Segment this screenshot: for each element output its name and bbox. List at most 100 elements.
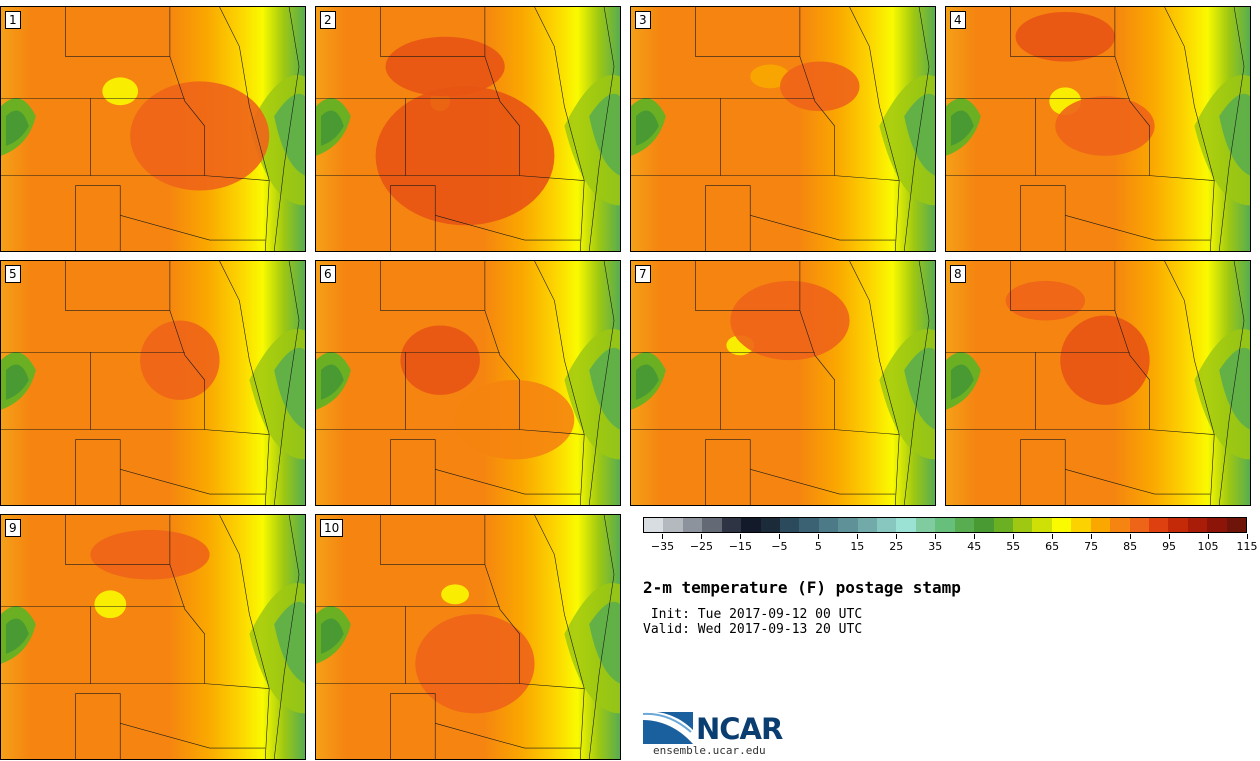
- colorbar-tick: [701, 534, 703, 539]
- chart-title: 2-m temperature (F) postage stamp: [643, 578, 961, 597]
- colorbar-tick-label: 115: [1236, 540, 1258, 553]
- temperature-map: [946, 7, 1250, 251]
- colorbar-tick-label: 35: [928, 540, 943, 553]
- temperature-map: [1, 261, 305, 505]
- colorbar-tick: [896, 534, 898, 539]
- colorbar-tick: [779, 534, 781, 539]
- colorbar-tick-label: 85: [1123, 540, 1138, 553]
- init-time: Init: Tue 2017-09-12 00 UTC: [643, 607, 863, 622]
- member-panel: 8: [945, 260, 1251, 506]
- colorbar-tick: [974, 534, 976, 539]
- colorbar-swatch: [644, 518, 664, 532]
- member-panel: 3: [630, 6, 936, 252]
- colorbar-swatch: [838, 518, 858, 532]
- member-label: 1: [5, 11, 21, 29]
- colorbar-swatch: [974, 518, 994, 532]
- colorbar-tick-label: 105: [1197, 540, 1219, 553]
- colorbar-swatch: [1148, 518, 1169, 532]
- colorbar-swatch: [818, 518, 839, 532]
- colorbar-swatch: [721, 518, 742, 532]
- colorbar-tick-label: 55: [1006, 540, 1021, 553]
- member-panel: 10: [315, 514, 621, 760]
- colorbar-swatch: [896, 518, 916, 532]
- temperature-map: [1, 7, 305, 251]
- ncar-logo: [643, 711, 693, 744]
- colorbar-tick: [1208, 534, 1210, 539]
- colorbar-swatch: [1129, 518, 1149, 532]
- temperature-map: [316, 261, 620, 505]
- colorbar-tick-label: −5: [771, 540, 788, 553]
- colorbar-swatch: [877, 518, 897, 532]
- colorbar-tick-label: 95: [1162, 540, 1177, 553]
- member-panel: 5: [0, 260, 306, 506]
- colorbar-tick-label: 15: [850, 540, 865, 553]
- colorbar-swatch: [1187, 518, 1208, 532]
- colorbar-swatch: [954, 518, 975, 532]
- member-label: 6: [320, 265, 336, 283]
- colorbar-swatch: [663, 518, 683, 532]
- colorbar-swatch: [1207, 518, 1227, 532]
- colorbar-tick: [740, 534, 742, 539]
- colorbar-swatch: [682, 518, 703, 532]
- colorbar-swatch: [1032, 518, 1052, 532]
- colorbar-tick: [662, 534, 664, 539]
- colorbar-swatch: [915, 518, 936, 532]
- temperature-map: [946, 261, 1250, 505]
- member-panel: 2: [315, 6, 621, 252]
- colorbar-swatch: [1071, 518, 1091, 532]
- colorbar-swatch: [779, 518, 800, 532]
- member-panel: 4: [945, 6, 1251, 252]
- site-url: ensemble.ucar.edu: [653, 744, 766, 757]
- colorbar-tick: [935, 534, 937, 539]
- member-label: 4: [950, 11, 966, 29]
- colorbar-tick: [1247, 534, 1248, 539]
- member-panel: 1: [0, 6, 306, 252]
- member-label: 9: [5, 519, 21, 537]
- colorbar-swatch: [799, 518, 819, 532]
- colorbar-tick-label: 5: [814, 540, 822, 553]
- colorbar-tick: [1013, 534, 1015, 539]
- colorbar-swatch: [1226, 518, 1247, 532]
- colorbar-swatch: [1168, 518, 1188, 532]
- colorbar-tick: [1091, 534, 1093, 539]
- colorbar-tick-label: 75: [1084, 540, 1099, 553]
- member-panel: 7: [630, 260, 936, 506]
- colorbar-swatch: [760, 518, 780, 532]
- colorbar-tick: [818, 534, 820, 539]
- colorbar-tick-label: 25: [889, 540, 904, 553]
- member-label: 10: [320, 519, 344, 537]
- temperature-map: [316, 515, 620, 759]
- colorbar-swatch: [1013, 518, 1033, 532]
- member-label: 8: [950, 265, 966, 283]
- colorbar-tick-label: −25: [689, 540, 714, 553]
- member-label: 3: [635, 11, 651, 29]
- colorbar-tick: [1130, 534, 1132, 539]
- colorbar-swatch: [741, 518, 761, 532]
- temperature-map: [316, 7, 620, 251]
- colorbar-ticks: −35 −25 −15 −5 5 15 25 35 45 55 65 75 85 95 105 115: [643, 534, 1258, 558]
- colorbar-swatch: [1090, 518, 1111, 532]
- member-label: 2: [320, 11, 336, 29]
- colorbar-swatch: [993, 518, 1014, 532]
- colorbar-tick-label: −15: [728, 540, 753, 553]
- colorbar-swatch: [1110, 518, 1130, 532]
- colorbar-tick: [1169, 534, 1171, 539]
- colorbar: [643, 517, 1247, 533]
- colorbar-tick: [857, 534, 859, 539]
- member-label: 5: [5, 265, 21, 283]
- member-panel: 6: [315, 260, 621, 506]
- temperature-map: [631, 7, 935, 251]
- colorbar-tick: [1052, 534, 1054, 539]
- colorbar-swatch: [935, 518, 955, 532]
- member-label: 7: [635, 265, 651, 283]
- colorbar-swatch: [1051, 518, 1072, 532]
- temperature-map: [1, 515, 305, 759]
- colorbar-swatch: [702, 518, 722, 532]
- colorbar-tick-label: 45: [967, 540, 982, 553]
- temperature-map: [631, 261, 935, 505]
- colorbar-tick-label: −35: [650, 540, 675, 553]
- colorbar-tick-label: 65: [1045, 540, 1060, 553]
- colorbar-swatch: [857, 518, 878, 532]
- member-panel: 9: [0, 514, 306, 760]
- ncar-logo-text: NCAR: [696, 712, 783, 746]
